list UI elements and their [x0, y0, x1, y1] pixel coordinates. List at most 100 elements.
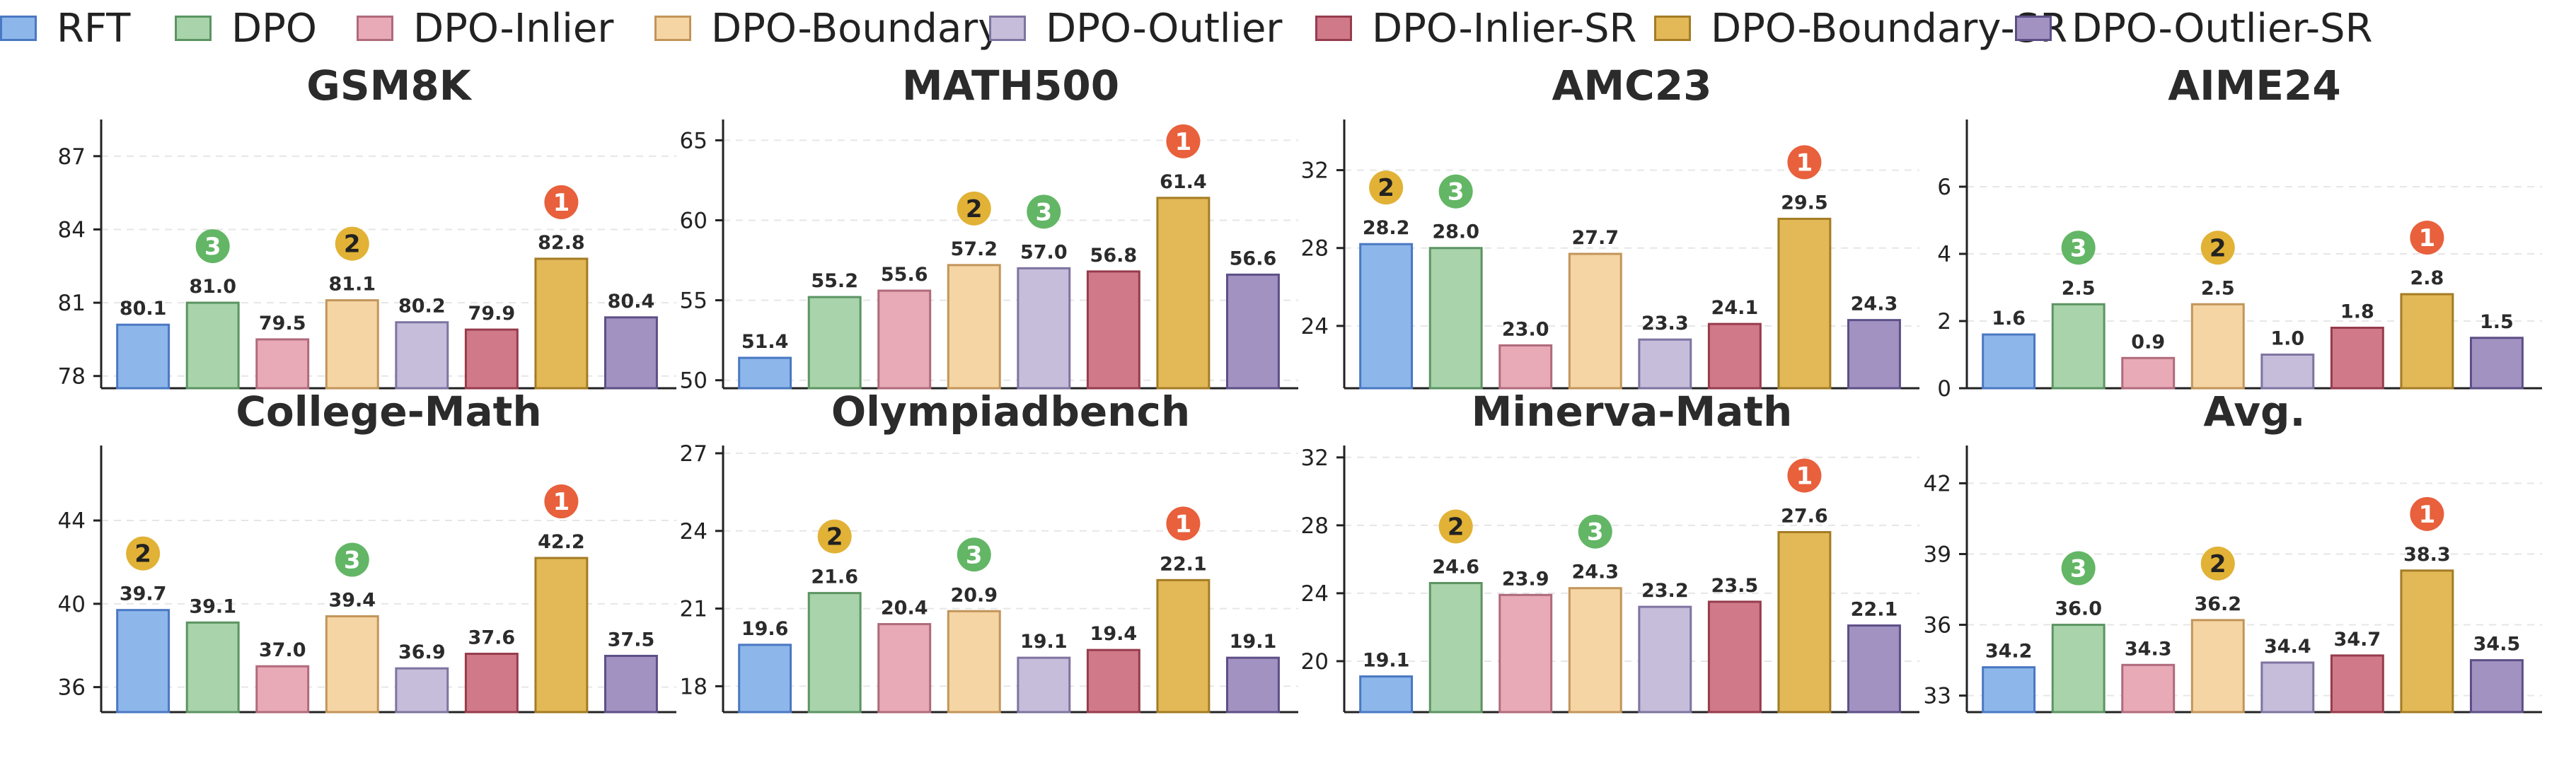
legend-item: DPO-Inlier-SR — [1315, 0, 1636, 57]
rank-badge-number: 3 — [966, 541, 983, 569]
bar — [2400, 293, 2454, 390]
bar — [395, 667, 449, 714]
bar — [255, 338, 310, 390]
legend-swatch — [0, 16, 37, 41]
data-label: 19.1 — [1363, 650, 1410, 672]
chart-title: College-Math — [236, 388, 541, 436]
data-label: 0.9 — [2131, 331, 2165, 353]
rank-badge-circle — [1438, 509, 1473, 544]
bar — [1225, 656, 1280, 714]
bar — [1086, 270, 1140, 390]
rank-badge-number: 3 — [204, 233, 221, 261]
rank-badge-number: 2 — [1377, 174, 1394, 202]
rank-badge-circle — [817, 519, 852, 554]
rank-badge: 1 — [1787, 145, 1822, 180]
data-label: 1.8 — [2340, 301, 2374, 323]
bar — [2190, 303, 2245, 390]
rank-badge: 2 — [957, 191, 991, 226]
bar — [1498, 344, 1553, 390]
data-label: 22.1 — [1851, 599, 1898, 621]
rank-badge-number: 2 — [2210, 550, 2226, 578]
data-label: 42.2 — [538, 531, 585, 553]
rank-badge-number: 2 — [2210, 234, 2226, 262]
data-label: 27.7 — [1571, 227, 1619, 249]
bar — [325, 299, 379, 390]
y-tick-label: 60 — [680, 209, 707, 234]
rank-badge-number: 1 — [553, 189, 570, 217]
legend-label: DPO-Inlier — [413, 5, 614, 52]
bar — [395, 321, 449, 390]
bar — [1638, 338, 1692, 390]
rank-badge: 3 — [195, 229, 230, 264]
rank-badge-circle — [2410, 496, 2444, 531]
bar — [1982, 666, 2036, 714]
rank-badge-number: 2 — [344, 231, 361, 259]
rank-badge-circle — [957, 191, 991, 226]
rank-badge: 1 — [2410, 496, 2444, 531]
y-tick-label: 32 — [1301, 446, 1329, 471]
chart-title: GSM8K — [306, 62, 472, 110]
chart-panel: 33 36 39 42 Avg. 34.2 36.0 3 34.3 36.2 2 34.4 34.7 38… — [1924, 388, 2542, 714]
bar — [116, 323, 171, 390]
bar — [2330, 327, 2384, 390]
legend-label: DPO — [231, 5, 317, 52]
chart-panel: 0 2 4 6 AIME24 1.6 2.5 3 0.9 2.5 2 1.0 1.8 2.8 1 1.5 — [1937, 62, 2542, 402]
rank-badge: 3 — [957, 537, 991, 572]
data-label: 80.1 — [120, 298, 167, 320]
rank-badge: 3 — [2061, 551, 2096, 586]
data-label: 21.6 — [811, 566, 858, 588]
bar — [1707, 322, 1762, 390]
data-label: 38.3 — [2403, 544, 2451, 566]
rank-badge-circle — [126, 536, 161, 571]
data-label: 28.2 — [1363, 217, 1410, 239]
chart-title: Avg. — [2203, 388, 2305, 436]
data-label: 20.9 — [950, 584, 998, 606]
rank-badge-number: 1 — [1796, 149, 1813, 177]
data-label: 27.6 — [1781, 505, 1828, 527]
rank-badge: 3 — [1578, 514, 1612, 549]
bar — [116, 609, 171, 714]
bar — [2190, 619, 2245, 714]
rank-badge-number: 2 — [1448, 513, 1465, 542]
data-label: 20.4 — [881, 598, 928, 619]
legend-label: DPO-Boundary-SR — [1711, 5, 2068, 52]
y-tick-label: 84 — [58, 217, 86, 243]
rank-badge-circle — [335, 542, 369, 577]
rank-badge-number: 1 — [2419, 501, 2436, 529]
rank-badge: 2 — [2200, 231, 2235, 265]
rank-badge-circle — [2061, 551, 2096, 586]
rank-badge-circle — [1369, 170, 1404, 205]
rank-badge-number: 2 — [826, 523, 843, 552]
data-label: 56.6 — [1230, 248, 1277, 269]
data-label: 2.5 — [2201, 277, 2235, 299]
rank-badge-number: 3 — [1035, 198, 1052, 226]
bar — [738, 356, 792, 390]
rank-badge-circle — [1578, 514, 1612, 549]
rank-badge-circle — [1787, 145, 1822, 180]
bar — [807, 296, 862, 390]
rank-badge: 3 — [1027, 194, 1061, 229]
bar — [1777, 530, 1832, 714]
bar — [2051, 303, 2106, 390]
chart-panel: 50 55 60 65 MATH500 51.4 55.2 55.6 57.2 2 57.0 3 56.… — [680, 62, 1298, 394]
rank-badge-number: 3 — [2070, 555, 2087, 583]
data-label: 34.5 — [2473, 634, 2521, 656]
y-tick-label: 20 — [1301, 649, 1329, 675]
data-label: 19.6 — [741, 618, 789, 640]
data-label: 24.6 — [1432, 557, 1479, 578]
bar — [2260, 661, 2315, 714]
rank-badge-circle — [2200, 546, 2235, 581]
legend-item: DPO-Inlier — [357, 0, 613, 57]
y-tick-label: 21 — [680, 597, 707, 622]
rank-badge-number: 3 — [2070, 234, 2087, 262]
rank-badge-circle — [1166, 506, 1201, 541]
legend: RFT DPO DPO-Inlier DPO-Boundary DPO-Outlier D… — [0, 0, 2576, 57]
y-tick-label: 33 — [1924, 684, 1951, 709]
rank-badge-number: 1 — [1796, 462, 1813, 490]
data-label: 2.8 — [2410, 267, 2444, 289]
data-label: 34.2 — [1985, 641, 2033, 663]
bar — [1777, 217, 1832, 390]
data-label: 57.2 — [950, 238, 998, 260]
bar — [603, 654, 658, 714]
